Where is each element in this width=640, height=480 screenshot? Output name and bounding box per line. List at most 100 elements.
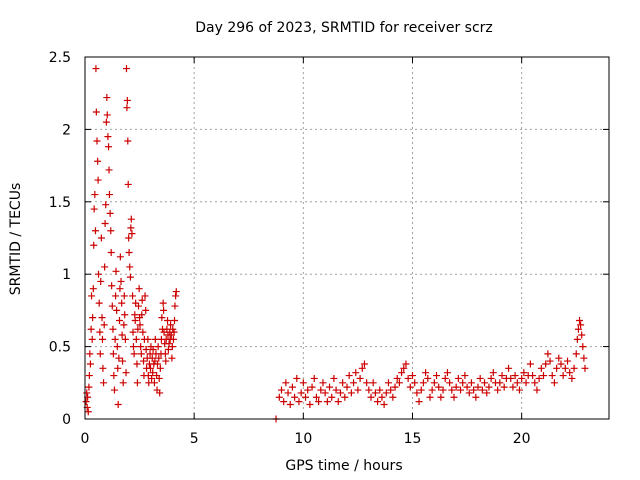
data-point bbox=[382, 389, 390, 397]
data-point bbox=[374, 398, 382, 406]
data-point bbox=[98, 314, 106, 322]
data-point bbox=[129, 328, 137, 336]
data-point bbox=[93, 137, 101, 145]
data-point bbox=[150, 379, 158, 387]
data-point bbox=[577, 321, 585, 329]
data-point bbox=[114, 364, 122, 372]
y-axis-label: SRMTID / TECUs bbox=[8, 183, 24, 296]
data-point bbox=[120, 292, 128, 300]
data-point bbox=[315, 398, 323, 406]
data-point bbox=[326, 383, 334, 391]
data-point bbox=[400, 364, 408, 372]
data-point bbox=[88, 292, 96, 300]
data-point bbox=[371, 389, 379, 397]
data-point bbox=[520, 369, 528, 377]
data-point bbox=[566, 369, 574, 377]
data-point bbox=[537, 364, 545, 372]
data-point bbox=[422, 369, 430, 377]
data-point bbox=[470, 386, 478, 394]
data-point bbox=[156, 364, 164, 372]
data-point bbox=[417, 386, 425, 394]
data-point bbox=[102, 118, 110, 126]
data-point bbox=[164, 317, 172, 325]
data-point bbox=[127, 215, 135, 223]
data-point bbox=[356, 374, 364, 382]
data-point bbox=[124, 180, 132, 188]
data-point bbox=[90, 205, 98, 213]
data-point bbox=[581, 364, 589, 372]
data-point bbox=[170, 328, 178, 336]
data-point bbox=[548, 372, 556, 380]
data-point bbox=[365, 386, 373, 394]
data-point bbox=[369, 379, 377, 387]
data-point bbox=[108, 282, 116, 290]
data-point bbox=[110, 372, 118, 380]
data-point bbox=[155, 374, 163, 382]
data-point bbox=[113, 343, 121, 351]
data-point bbox=[389, 393, 397, 401]
data-point bbox=[147, 364, 154, 372]
data-point bbox=[332, 386, 340, 394]
data-point bbox=[88, 335, 96, 343]
data-point bbox=[376, 386, 384, 394]
data-point bbox=[570, 364, 578, 372]
data-point bbox=[489, 369, 497, 377]
data-point bbox=[546, 357, 554, 365]
data-point bbox=[345, 372, 353, 380]
data-point bbox=[96, 328, 104, 336]
data-point bbox=[95, 299, 103, 307]
data-point bbox=[92, 65, 100, 73]
data-point bbox=[137, 343, 145, 351]
data-point bbox=[437, 393, 445, 401]
data-point bbox=[126, 273, 134, 281]
data-point bbox=[100, 321, 108, 329]
data-point bbox=[496, 379, 504, 387]
data-point bbox=[94, 176, 102, 184]
data-point bbox=[108, 302, 116, 310]
data-point bbox=[378, 393, 386, 401]
data-point bbox=[317, 386, 325, 394]
data-point bbox=[406, 383, 414, 391]
data-point bbox=[323, 398, 331, 406]
data-point bbox=[146, 350, 154, 358]
data-point bbox=[94, 157, 102, 165]
data-point bbox=[91, 227, 99, 235]
data-point bbox=[103, 94, 111, 102]
data-point bbox=[110, 386, 118, 394]
data-point bbox=[561, 364, 569, 372]
data-point bbox=[138, 296, 146, 304]
data-point bbox=[295, 398, 303, 406]
y-tick-label: 0 bbox=[62, 412, 71, 428]
data-point bbox=[107, 248, 115, 256]
x-tick-label: 15 bbox=[404, 431, 422, 447]
data-point bbox=[113, 306, 121, 314]
data-point bbox=[533, 386, 541, 394]
data-point bbox=[441, 374, 449, 382]
data-point bbox=[117, 277, 125, 285]
data-point bbox=[149, 369, 157, 377]
y-tick-label: 1 bbox=[62, 267, 71, 283]
data-point bbox=[494, 386, 502, 394]
data-point bbox=[487, 374, 495, 382]
data-point bbox=[129, 343, 137, 351]
data-point bbox=[151, 335, 159, 343]
data-point bbox=[114, 401, 122, 409]
data-point bbox=[319, 379, 327, 387]
data-points bbox=[82, 65, 589, 423]
y-tick-label: 2 bbox=[62, 122, 71, 138]
data-point bbox=[155, 354, 163, 362]
y-tick-label: 1.5 bbox=[49, 195, 71, 211]
data-point bbox=[419, 379, 427, 387]
data-point bbox=[544, 350, 552, 358]
data-point bbox=[149, 345, 157, 353]
x-tick-label: 5 bbox=[190, 431, 199, 447]
data-point bbox=[130, 350, 138, 358]
data-point bbox=[85, 372, 93, 380]
data-point bbox=[452, 383, 460, 391]
data-point bbox=[138, 311, 146, 319]
data-point bbox=[169, 335, 177, 343]
data-point bbox=[467, 379, 475, 387]
data-point bbox=[105, 143, 113, 151]
data-point bbox=[433, 372, 441, 380]
data-point bbox=[105, 191, 113, 199]
